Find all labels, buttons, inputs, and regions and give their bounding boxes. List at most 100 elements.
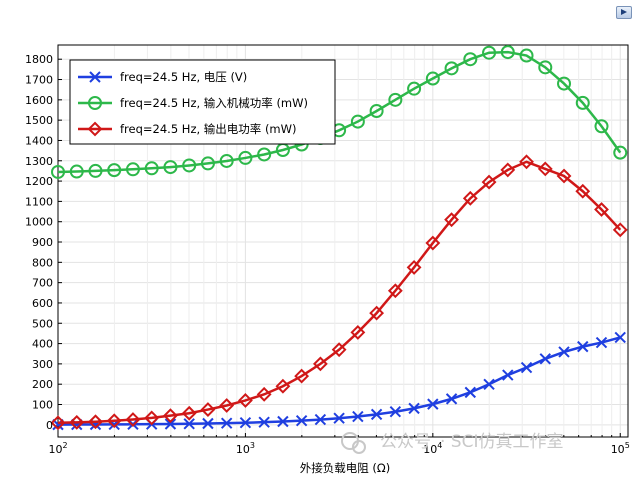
data-point [89, 71, 101, 83]
marker-diamond [556, 168, 572, 184]
marker-diamond [594, 202, 609, 217]
data-point [295, 414, 308, 427]
data-point [594, 202, 609, 217]
data-point [463, 52, 478, 67]
data-point [408, 402, 420, 415]
data-point [331, 342, 347, 358]
marker-diamond [387, 283, 403, 299]
tick-labels: 0 100 200 300 400 500 600 700 800 900 1000 1100 1200… [25, 53, 630, 456]
legend-label: freq=24.5 Hz, 输入机械功率 (mW) [120, 96, 308, 110]
marker-circle [369, 104, 384, 119]
data-point [352, 410, 364, 423]
marker-circle [107, 163, 122, 178]
marker-diamond [163, 408, 178, 424]
legend-item: freq=24.5 Hz, 输入机械功率 (mW) [78, 96, 308, 110]
data-point [500, 45, 515, 60]
marker-diamond [88, 414, 103, 430]
data-point [87, 121, 103, 137]
data-point [539, 353, 551, 365]
y-tick-label: 100 [32, 399, 53, 412]
marker-diamond [519, 154, 534, 170]
marker-x [595, 336, 608, 349]
data-point [163, 160, 178, 175]
marker-circle [613, 145, 628, 160]
data-point [577, 340, 589, 353]
data-point [595, 336, 608, 349]
data-point [69, 164, 84, 179]
marker-x [239, 417, 252, 429]
y-tick-label: 1500 [25, 114, 53, 127]
marker-x [464, 386, 477, 399]
marker-diamond [369, 305, 385, 321]
data-point [369, 305, 385, 321]
data-point [481, 174, 497, 190]
data-point [183, 418, 195, 430]
marker-diamond [481, 174, 497, 190]
data-point [200, 156, 215, 171]
marker-x [558, 346, 570, 358]
marker-circle [350, 114, 365, 129]
data-point [406, 259, 422, 275]
marker-x [520, 361, 533, 374]
watermark-text: · SCI仿真工作室 [440, 432, 563, 452]
legend-box [69, 59, 336, 145]
marker-x [408, 402, 420, 415]
marker-x [333, 412, 345, 424]
marker-diamond [425, 235, 441, 251]
data-point [483, 378, 495, 391]
data-point [350, 114, 365, 129]
marker-circle [594, 119, 609, 134]
data-point [519, 48, 534, 63]
marker-diamond [612, 222, 628, 238]
marker-circle [125, 162, 140, 177]
data-point [314, 413, 327, 426]
marker-diamond [537, 161, 553, 177]
marker-circle [444, 61, 459, 76]
data-point [594, 119, 609, 134]
marker-x [277, 415, 289, 428]
data-point [575, 183, 591, 199]
series-1 [51, 45, 628, 179]
marker-x [164, 418, 177, 430]
data-point [219, 153, 234, 168]
y-tick-label: 200 [32, 378, 53, 391]
data-point [69, 414, 85, 430]
data-point [407, 81, 422, 96]
x-axis-label: 外接负载电阻 (Ω) [300, 461, 390, 475]
data-point [237, 393, 253, 408]
data-point [239, 417, 252, 429]
data-point [202, 417, 214, 430]
legend-item: freq=24.5 Hz, 电压 (V) [78, 70, 247, 84]
data-point [144, 161, 159, 176]
data-point [107, 163, 122, 178]
marker-x [352, 410, 364, 423]
series-2 [50, 154, 628, 431]
marker-x [614, 331, 626, 344]
marker-x [577, 340, 589, 353]
legend: freq=24.5 Hz, 电压 (V) freq=24.5 Hz, 输入机械功率… [69, 59, 336, 145]
marker-diamond [294, 368, 310, 384]
marker-diamond [106, 413, 122, 429]
marker-diamond [406, 259, 422, 275]
data-point [51, 164, 65, 179]
data-point [502, 369, 514, 381]
marker-diamond [350, 324, 366, 340]
series-line [57, 160, 622, 425]
data-point [88, 96, 102, 110]
legend-label: freq=24.5 Hz, 输出电功率 (mW) [120, 122, 297, 136]
data-point [163, 408, 178, 424]
data-point [88, 414, 103, 430]
data-point [125, 412, 141, 427]
marker-circle [51, 164, 65, 179]
data-point [106, 413, 122, 429]
marker-circle [463, 52, 478, 67]
marker-circle [257, 147, 272, 162]
data-point [258, 416, 270, 428]
marker-circle [500, 45, 515, 60]
marker-circle [425, 71, 440, 86]
marker-circle [519, 48, 534, 63]
window-restore-icon[interactable] [616, 6, 632, 19]
marker-x [370, 408, 383, 421]
marker-x [89, 71, 101, 83]
data-point [370, 408, 383, 421]
